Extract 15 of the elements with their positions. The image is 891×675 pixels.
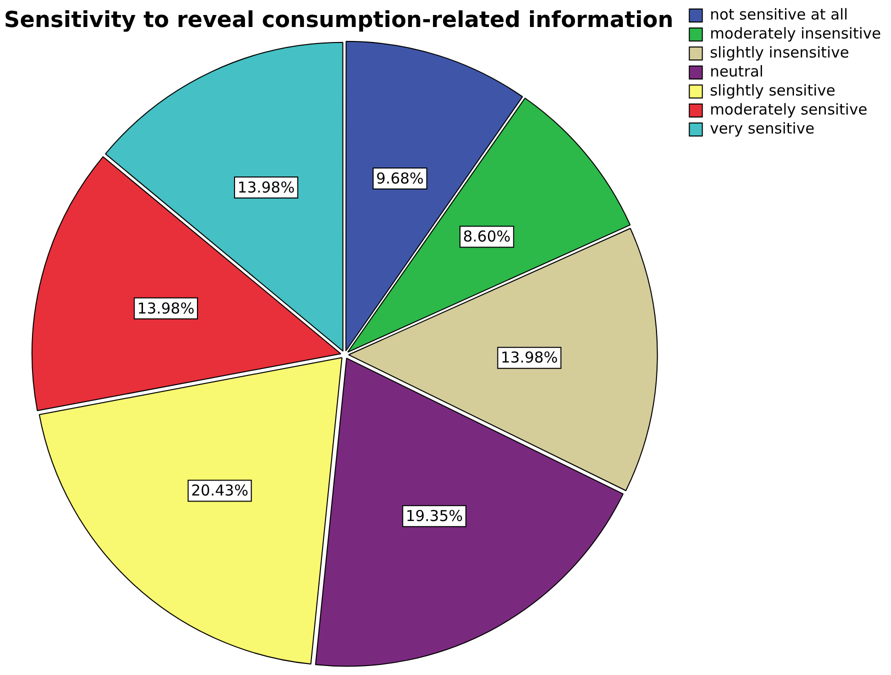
legend-label: slightly sensitive — [710, 81, 836, 100]
data-label: 20.43% — [191, 482, 248, 500]
legend-label: neutral — [710, 62, 764, 80]
data-label: 8.60% — [462, 228, 511, 246]
data-label: 9.68% — [376, 169, 424, 188]
legend-label: very sensitive — [710, 119, 814, 138]
data-label: 13.98% — [137, 299, 194, 318]
legend-label: slightly insensitive — [710, 43, 850, 62]
data-label: 13.98% — [238, 178, 295, 196]
legend-label: moderately insensitive — [710, 24, 882, 42]
legend-label: not sensitive at all — [710, 5, 848, 24]
legend-label: moderately sensitive — [710, 100, 868, 118]
data-label: 13.98% — [500, 348, 558, 367]
chart-title: Sensitivity to reveal consumption-related information — [4, 8, 674, 33]
data-label: 19.35% — [406, 507, 463, 526]
